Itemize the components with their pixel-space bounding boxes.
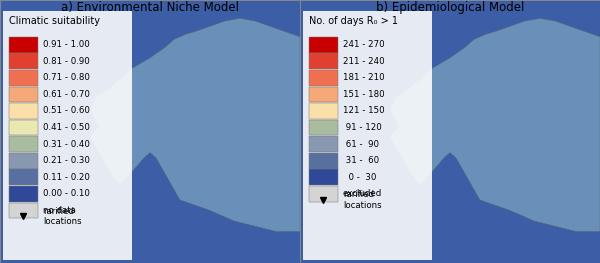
Text: No. of days R₀ > 1: No. of days R₀ > 1 (309, 16, 398, 26)
Text: 0.91 - 1.00: 0.91 - 1.00 (43, 40, 89, 49)
Text: 241 - 270: 241 - 270 (343, 40, 385, 49)
Text: 181 - 210: 181 - 210 (343, 73, 385, 82)
Text: no data: no data (43, 206, 76, 215)
FancyBboxPatch shape (309, 186, 337, 202)
FancyBboxPatch shape (303, 11, 432, 260)
FancyBboxPatch shape (9, 53, 37, 69)
Text: 0.31 - 0.40: 0.31 - 0.40 (43, 140, 90, 149)
FancyBboxPatch shape (9, 186, 37, 202)
Polygon shape (90, 18, 300, 231)
FancyBboxPatch shape (9, 87, 37, 102)
Text: 0.21 - 0.30: 0.21 - 0.30 (43, 156, 90, 165)
Polygon shape (390, 18, 600, 231)
Text: 31 -  60: 31 - 60 (343, 156, 379, 165)
FancyBboxPatch shape (9, 136, 37, 152)
Text: 61 -  90: 61 - 90 (343, 140, 379, 149)
Text: a) Environmental Niche Model: a) Environmental Niche Model (61, 1, 239, 14)
FancyBboxPatch shape (309, 103, 337, 119)
Text: 0.71 - 0.80: 0.71 - 0.80 (43, 73, 90, 82)
FancyBboxPatch shape (9, 103, 37, 119)
Text: rarified
locations: rarified locations (343, 190, 382, 210)
FancyBboxPatch shape (9, 120, 37, 135)
FancyBboxPatch shape (309, 136, 337, 152)
Text: 0 -  30: 0 - 30 (343, 173, 376, 182)
FancyBboxPatch shape (309, 153, 337, 169)
Text: rarified
locations: rarified locations (43, 207, 82, 226)
Text: 91 - 120: 91 - 120 (343, 123, 382, 132)
FancyBboxPatch shape (9, 37, 37, 53)
FancyBboxPatch shape (9, 70, 37, 86)
FancyBboxPatch shape (3, 11, 132, 260)
Text: 151 - 180: 151 - 180 (343, 90, 385, 99)
Text: Climatic suitability: Climatic suitability (9, 16, 100, 26)
FancyBboxPatch shape (309, 87, 337, 102)
FancyBboxPatch shape (309, 169, 337, 185)
Text: 0.11 - 0.20: 0.11 - 0.20 (43, 173, 90, 182)
FancyBboxPatch shape (9, 203, 37, 218)
Text: 211 - 240: 211 - 240 (343, 57, 385, 66)
FancyBboxPatch shape (9, 153, 37, 169)
Text: 0.51 - 0.60: 0.51 - 0.60 (43, 107, 90, 115)
FancyBboxPatch shape (309, 53, 337, 69)
Text: 0.41 - 0.50: 0.41 - 0.50 (43, 123, 90, 132)
FancyBboxPatch shape (9, 169, 37, 185)
Text: 121 - 150: 121 - 150 (343, 107, 385, 115)
Text: 0.00 - 0.10: 0.00 - 0.10 (43, 189, 90, 198)
FancyBboxPatch shape (309, 120, 337, 135)
Text: b) Epidemiological Model: b) Epidemiological Model (376, 1, 524, 14)
FancyBboxPatch shape (309, 37, 337, 53)
FancyBboxPatch shape (309, 70, 337, 86)
Text: 0.81 - 0.90: 0.81 - 0.90 (43, 57, 89, 66)
Text: excluded: excluded (343, 189, 382, 198)
Text: 0.61 - 0.70: 0.61 - 0.70 (43, 90, 90, 99)
